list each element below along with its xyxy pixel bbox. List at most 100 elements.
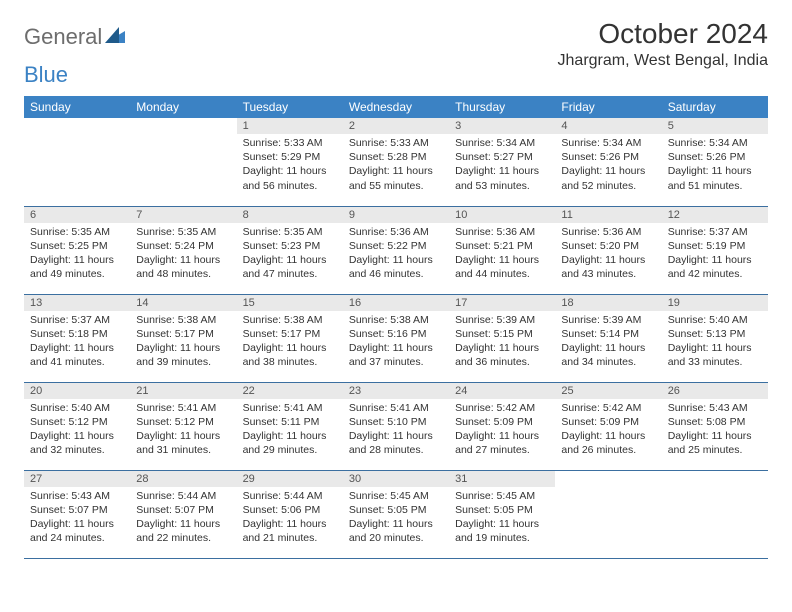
weekday-header: Monday xyxy=(130,96,236,118)
day-content: Sunrise: 5:42 AMSunset: 5:09 PMDaylight:… xyxy=(555,399,661,462)
calendar-day-cell: 20Sunrise: 5:40 AMSunset: 5:12 PMDayligh… xyxy=(24,382,130,470)
day-number: 31 xyxy=(449,471,555,487)
calendar-day-cell: 31Sunrise: 5:45 AMSunset: 5:05 PMDayligh… xyxy=(449,470,555,558)
calendar-day-cell: 24Sunrise: 5:42 AMSunset: 5:09 PMDayligh… xyxy=(449,382,555,470)
day-content: Sunrise: 5:40 AMSunset: 5:12 PMDaylight:… xyxy=(24,399,130,462)
day-number: 10 xyxy=(449,207,555,223)
brand-part2: Blue xyxy=(24,62,68,88)
calendar-day-cell: 11Sunrise: 5:36 AMSunset: 5:20 PMDayligh… xyxy=(555,206,661,294)
calendar-week-row: 20Sunrise: 5:40 AMSunset: 5:12 PMDayligh… xyxy=(24,382,768,470)
weekday-header: Sunday xyxy=(24,96,130,118)
calendar-day-cell: 2Sunrise: 5:33 AMSunset: 5:28 PMDaylight… xyxy=(343,118,449,206)
day-content: Sunrise: 5:38 AMSunset: 5:17 PMDaylight:… xyxy=(130,311,236,374)
day-content: Sunrise: 5:39 AMSunset: 5:15 PMDaylight:… xyxy=(449,311,555,374)
calendar-day-cell: 25Sunrise: 5:42 AMSunset: 5:09 PMDayligh… xyxy=(555,382,661,470)
day-content: Sunrise: 5:41 AMSunset: 5:10 PMDaylight:… xyxy=(343,399,449,462)
day-number: 18 xyxy=(555,295,661,311)
brand-logo: General xyxy=(24,18,127,50)
calendar-week-row: 6Sunrise: 5:35 AMSunset: 5:25 PMDaylight… xyxy=(24,206,768,294)
day-number: 22 xyxy=(237,383,343,399)
calendar-day-cell: 4Sunrise: 5:34 AMSunset: 5:26 PMDaylight… xyxy=(555,118,661,206)
day-number: 3 xyxy=(449,118,555,134)
calendar-day-cell: 29Sunrise: 5:44 AMSunset: 5:06 PMDayligh… xyxy=(237,470,343,558)
day-number: 23 xyxy=(343,383,449,399)
brand-part1: General xyxy=(24,24,102,50)
day-number: 14 xyxy=(130,295,236,311)
day-number: 9 xyxy=(343,207,449,223)
calendar-day-cell xyxy=(662,470,768,558)
day-content: Sunrise: 5:45 AMSunset: 5:05 PMDaylight:… xyxy=(449,487,555,550)
day-content: Sunrise: 5:39 AMSunset: 5:14 PMDaylight:… xyxy=(555,311,661,374)
day-number: 30 xyxy=(343,471,449,487)
day-number: 16 xyxy=(343,295,449,311)
day-number: 2 xyxy=(343,118,449,134)
day-content: Sunrise: 5:35 AMSunset: 5:23 PMDaylight:… xyxy=(237,223,343,286)
day-content: Sunrise: 5:41 AMSunset: 5:12 PMDaylight:… xyxy=(130,399,236,462)
day-content: Sunrise: 5:37 AMSunset: 5:18 PMDaylight:… xyxy=(24,311,130,374)
day-number: 25 xyxy=(555,383,661,399)
calendar-week-row: 13Sunrise: 5:37 AMSunset: 5:18 PMDayligh… xyxy=(24,294,768,382)
day-number: 24 xyxy=(449,383,555,399)
day-number: 28 xyxy=(130,471,236,487)
day-content: Sunrise: 5:36 AMSunset: 5:22 PMDaylight:… xyxy=(343,223,449,286)
day-number: 5 xyxy=(662,118,768,134)
day-number: 7 xyxy=(130,207,236,223)
calendar-day-cell: 6Sunrise: 5:35 AMSunset: 5:25 PMDaylight… xyxy=(24,206,130,294)
calendar-day-cell: 17Sunrise: 5:39 AMSunset: 5:15 PMDayligh… xyxy=(449,294,555,382)
calendar-day-cell: 26Sunrise: 5:43 AMSunset: 5:08 PMDayligh… xyxy=(662,382,768,470)
day-content: Sunrise: 5:45 AMSunset: 5:05 PMDaylight:… xyxy=(343,487,449,550)
calendar-day-cell: 22Sunrise: 5:41 AMSunset: 5:11 PMDayligh… xyxy=(237,382,343,470)
location-text: Jhargram, West Bengal, India xyxy=(558,52,768,70)
calendar-day-cell: 14Sunrise: 5:38 AMSunset: 5:17 PMDayligh… xyxy=(130,294,236,382)
day-content: Sunrise: 5:36 AMSunset: 5:21 PMDaylight:… xyxy=(449,223,555,286)
calendar-day-cell: 5Sunrise: 5:34 AMSunset: 5:26 PMDaylight… xyxy=(662,118,768,206)
calendar-day-cell: 15Sunrise: 5:38 AMSunset: 5:17 PMDayligh… xyxy=(237,294,343,382)
day-number: 1 xyxy=(237,118,343,134)
calendar-day-cell xyxy=(130,118,236,206)
calendar-week-row: 1Sunrise: 5:33 AMSunset: 5:29 PMDaylight… xyxy=(24,118,768,206)
day-content: Sunrise: 5:34 AMSunset: 5:26 PMDaylight:… xyxy=(662,134,768,197)
month-title: October 2024 xyxy=(558,18,768,50)
day-content: Sunrise: 5:44 AMSunset: 5:07 PMDaylight:… xyxy=(130,487,236,550)
day-content: Sunrise: 5:34 AMSunset: 5:26 PMDaylight:… xyxy=(555,134,661,197)
weekday-header-row: SundayMondayTuesdayWednesdayThursdayFrid… xyxy=(24,96,768,118)
day-number: 13 xyxy=(24,295,130,311)
day-number: 4 xyxy=(555,118,661,134)
day-content: Sunrise: 5:42 AMSunset: 5:09 PMDaylight:… xyxy=(449,399,555,462)
day-number: 27 xyxy=(24,471,130,487)
calendar-day-cell: 30Sunrise: 5:45 AMSunset: 5:05 PMDayligh… xyxy=(343,470,449,558)
day-number: 20 xyxy=(24,383,130,399)
weekday-header: Thursday xyxy=(449,96,555,118)
weekday-header: Saturday xyxy=(662,96,768,118)
day-content: Sunrise: 5:40 AMSunset: 5:13 PMDaylight:… xyxy=(662,311,768,374)
day-content: Sunrise: 5:43 AMSunset: 5:08 PMDaylight:… xyxy=(662,399,768,462)
calendar-day-cell: 13Sunrise: 5:37 AMSunset: 5:18 PMDayligh… xyxy=(24,294,130,382)
calendar-day-cell: 27Sunrise: 5:43 AMSunset: 5:07 PMDayligh… xyxy=(24,470,130,558)
day-number: 29 xyxy=(237,471,343,487)
calendar-day-cell: 9Sunrise: 5:36 AMSunset: 5:22 PMDaylight… xyxy=(343,206,449,294)
day-number: 15 xyxy=(237,295,343,311)
day-content: Sunrise: 5:36 AMSunset: 5:20 PMDaylight:… xyxy=(555,223,661,286)
title-block: October 2024 Jhargram, West Bengal, Indi… xyxy=(558,18,768,70)
day-number: 11 xyxy=(555,207,661,223)
day-number: 17 xyxy=(449,295,555,311)
day-content: Sunrise: 5:44 AMSunset: 5:06 PMDaylight:… xyxy=(237,487,343,550)
day-content: Sunrise: 5:37 AMSunset: 5:19 PMDaylight:… xyxy=(662,223,768,286)
day-content: Sunrise: 5:33 AMSunset: 5:28 PMDaylight:… xyxy=(343,134,449,197)
day-number: 12 xyxy=(662,207,768,223)
day-number: 19 xyxy=(662,295,768,311)
calendar-day-cell: 16Sunrise: 5:38 AMSunset: 5:16 PMDayligh… xyxy=(343,294,449,382)
day-content: Sunrise: 5:38 AMSunset: 5:16 PMDaylight:… xyxy=(343,311,449,374)
day-content: Sunrise: 5:35 AMSunset: 5:24 PMDaylight:… xyxy=(130,223,236,286)
day-number: 26 xyxy=(662,383,768,399)
triangle-icon xyxy=(105,27,125,48)
calendar-day-cell: 8Sunrise: 5:35 AMSunset: 5:23 PMDaylight… xyxy=(237,206,343,294)
day-content: Sunrise: 5:35 AMSunset: 5:25 PMDaylight:… xyxy=(24,223,130,286)
calendar-day-cell: 23Sunrise: 5:41 AMSunset: 5:10 PMDayligh… xyxy=(343,382,449,470)
day-content: Sunrise: 5:33 AMSunset: 5:29 PMDaylight:… xyxy=(237,134,343,197)
calendar-day-cell: 21Sunrise: 5:41 AMSunset: 5:12 PMDayligh… xyxy=(130,382,236,470)
calendar-day-cell: 3Sunrise: 5:34 AMSunset: 5:27 PMDaylight… xyxy=(449,118,555,206)
weekday-header: Friday xyxy=(555,96,661,118)
day-number: 6 xyxy=(24,207,130,223)
day-content: Sunrise: 5:34 AMSunset: 5:27 PMDaylight:… xyxy=(449,134,555,197)
